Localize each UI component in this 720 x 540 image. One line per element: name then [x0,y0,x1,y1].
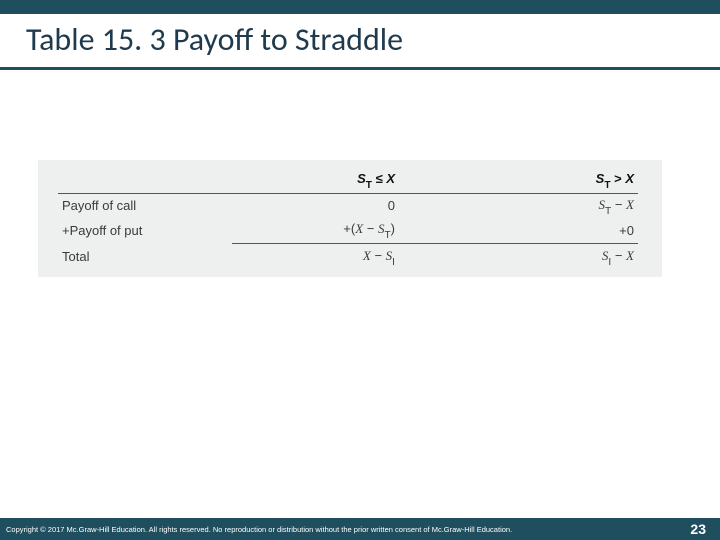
total-label: Total [58,243,232,269]
table-row: +Payoff of put +(X − ST) +0 [58,218,638,243]
row-label: +Payoff of put [58,218,232,243]
copyright-text: Copyright © 2017 Mc.Graw-Hill Education.… [6,525,512,534]
title-area: Table 15. 3 Payoff to Straddle [0,14,720,67]
row-value-a: 0 [232,193,435,218]
table: ST ≤ X ST > X Payoff of call 0 ST − X +P… [58,168,638,269]
row-value-a: +(X − ST) [232,218,435,243]
total-value-a: X − SI [232,243,435,269]
header-empty [58,168,232,193]
total-value-b: SI − X [435,243,638,269]
table-total-row: Total X − SI SI − X [58,243,638,269]
row-value-b: ST − X [435,193,638,218]
top-accent-bar [0,0,720,14]
header-col-a: ST ≤ X [232,168,435,193]
slide-title: Table 15. 3 Payoff to Straddle [26,20,694,59]
content-area: ST ≤ X ST > X Payoff of call 0 ST − X +P… [0,70,720,277]
payoff-table: ST ≤ X ST > X Payoff of call 0 ST − X +P… [38,160,662,277]
row-label: Payoff of call [58,193,232,218]
table-header-row: ST ≤ X ST > X [58,168,638,193]
page-number: 23 [690,521,706,537]
header-col-b: ST > X [435,168,638,193]
row-value-b: +0 [435,218,638,243]
table-row: Payoff of call 0 ST − X [58,193,638,218]
footer-bar: Copyright © 2017 Mc.Graw-Hill Education.… [0,518,720,540]
